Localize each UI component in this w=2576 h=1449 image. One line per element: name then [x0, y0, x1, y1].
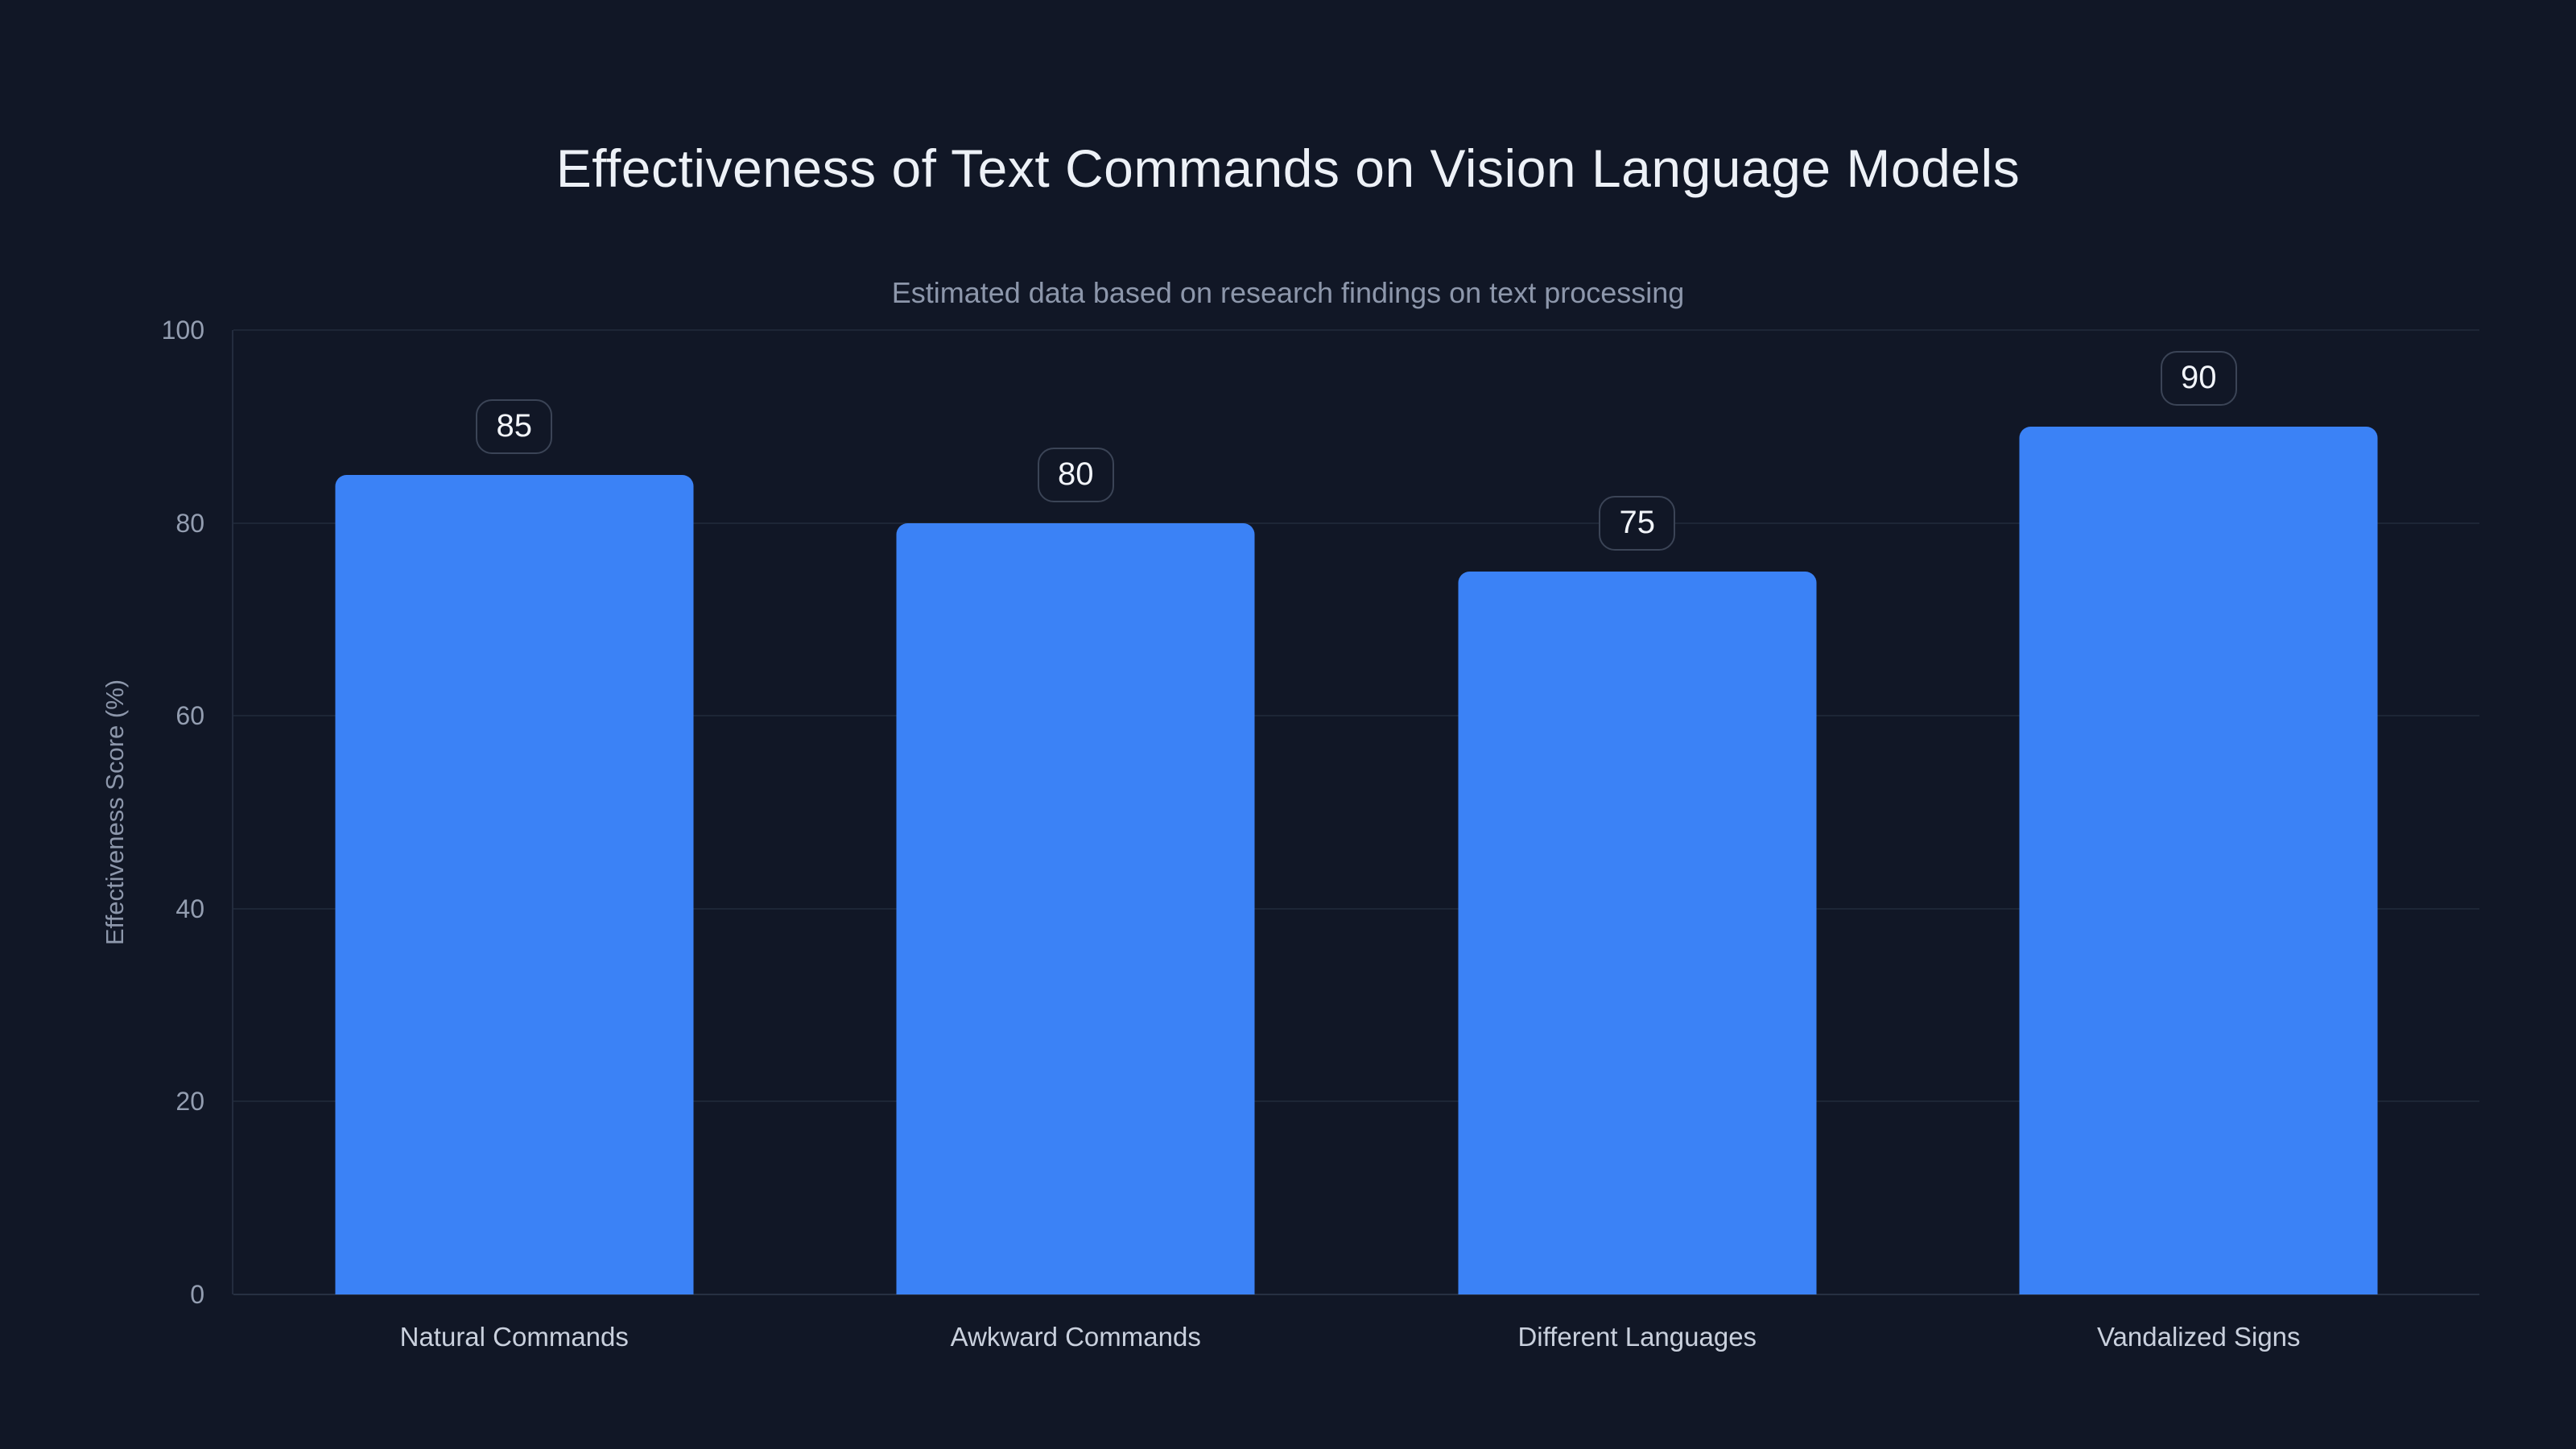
x-axis-baseline — [233, 1294, 2479, 1295]
gridline-60 — [233, 715, 2479, 717]
bar[interactable] — [896, 522, 1255, 1294]
x-axis-label: Different Languages — [1517, 1322, 1757, 1352]
bar[interactable] — [1458, 571, 1817, 1294]
bar-group: 90 Vandalized Signs — [2019, 330, 2378, 1352]
y-tick-label-100: 100 — [161, 316, 204, 345]
value-badge: 85 — [476, 398, 553, 454]
bar-group: 80 Awkward Commands — [896, 330, 1255, 1352]
y-tick-label-60: 60 — [175, 701, 204, 731]
value-badge: 80 — [1037, 447, 1114, 502]
x-axis-label: Awkward Commands — [950, 1322, 1201, 1352]
bar[interactable] — [335, 474, 694, 1294]
gridline-100 — [233, 329, 2479, 331]
x-axis-label: Natural Commands — [399, 1322, 629, 1352]
bar-group: 85 Natural Commands — [335, 330, 694, 1352]
y-tick-label-40: 40 — [175, 894, 204, 923]
bar[interactable] — [2019, 426, 2378, 1294]
x-axis-label: Vandalized Signs — [2096, 1322, 2301, 1352]
chart-subtitle: Estimated data based on research finding… — [891, 276, 1685, 309]
chart-title: Effectiveness of Text Commands on Vision… — [555, 138, 2021, 199]
value-badge: 90 — [2160, 350, 2237, 406]
gridline-40 — [233, 907, 2479, 910]
y-tick-label-0: 0 — [190, 1280, 204, 1309]
gridline-20 — [233, 1100, 2479, 1103]
gridline-80 — [233, 522, 2479, 524]
y-tick-label-20: 20 — [175, 1087, 204, 1117]
y-axis-line — [232, 330, 233, 1294]
y-axis-title: Effectiveness Score (%) — [101, 679, 129, 946]
value-badge: 75 — [1599, 495, 1676, 551]
bar-group: 75 Different Languages — [1458, 330, 1817, 1352]
plot-area: 0 20 40 60 80 100 85 Natural Commands 80 Awkward … — [162, 317, 2479, 1352]
y-tick-label-80: 80 — [175, 508, 204, 538]
